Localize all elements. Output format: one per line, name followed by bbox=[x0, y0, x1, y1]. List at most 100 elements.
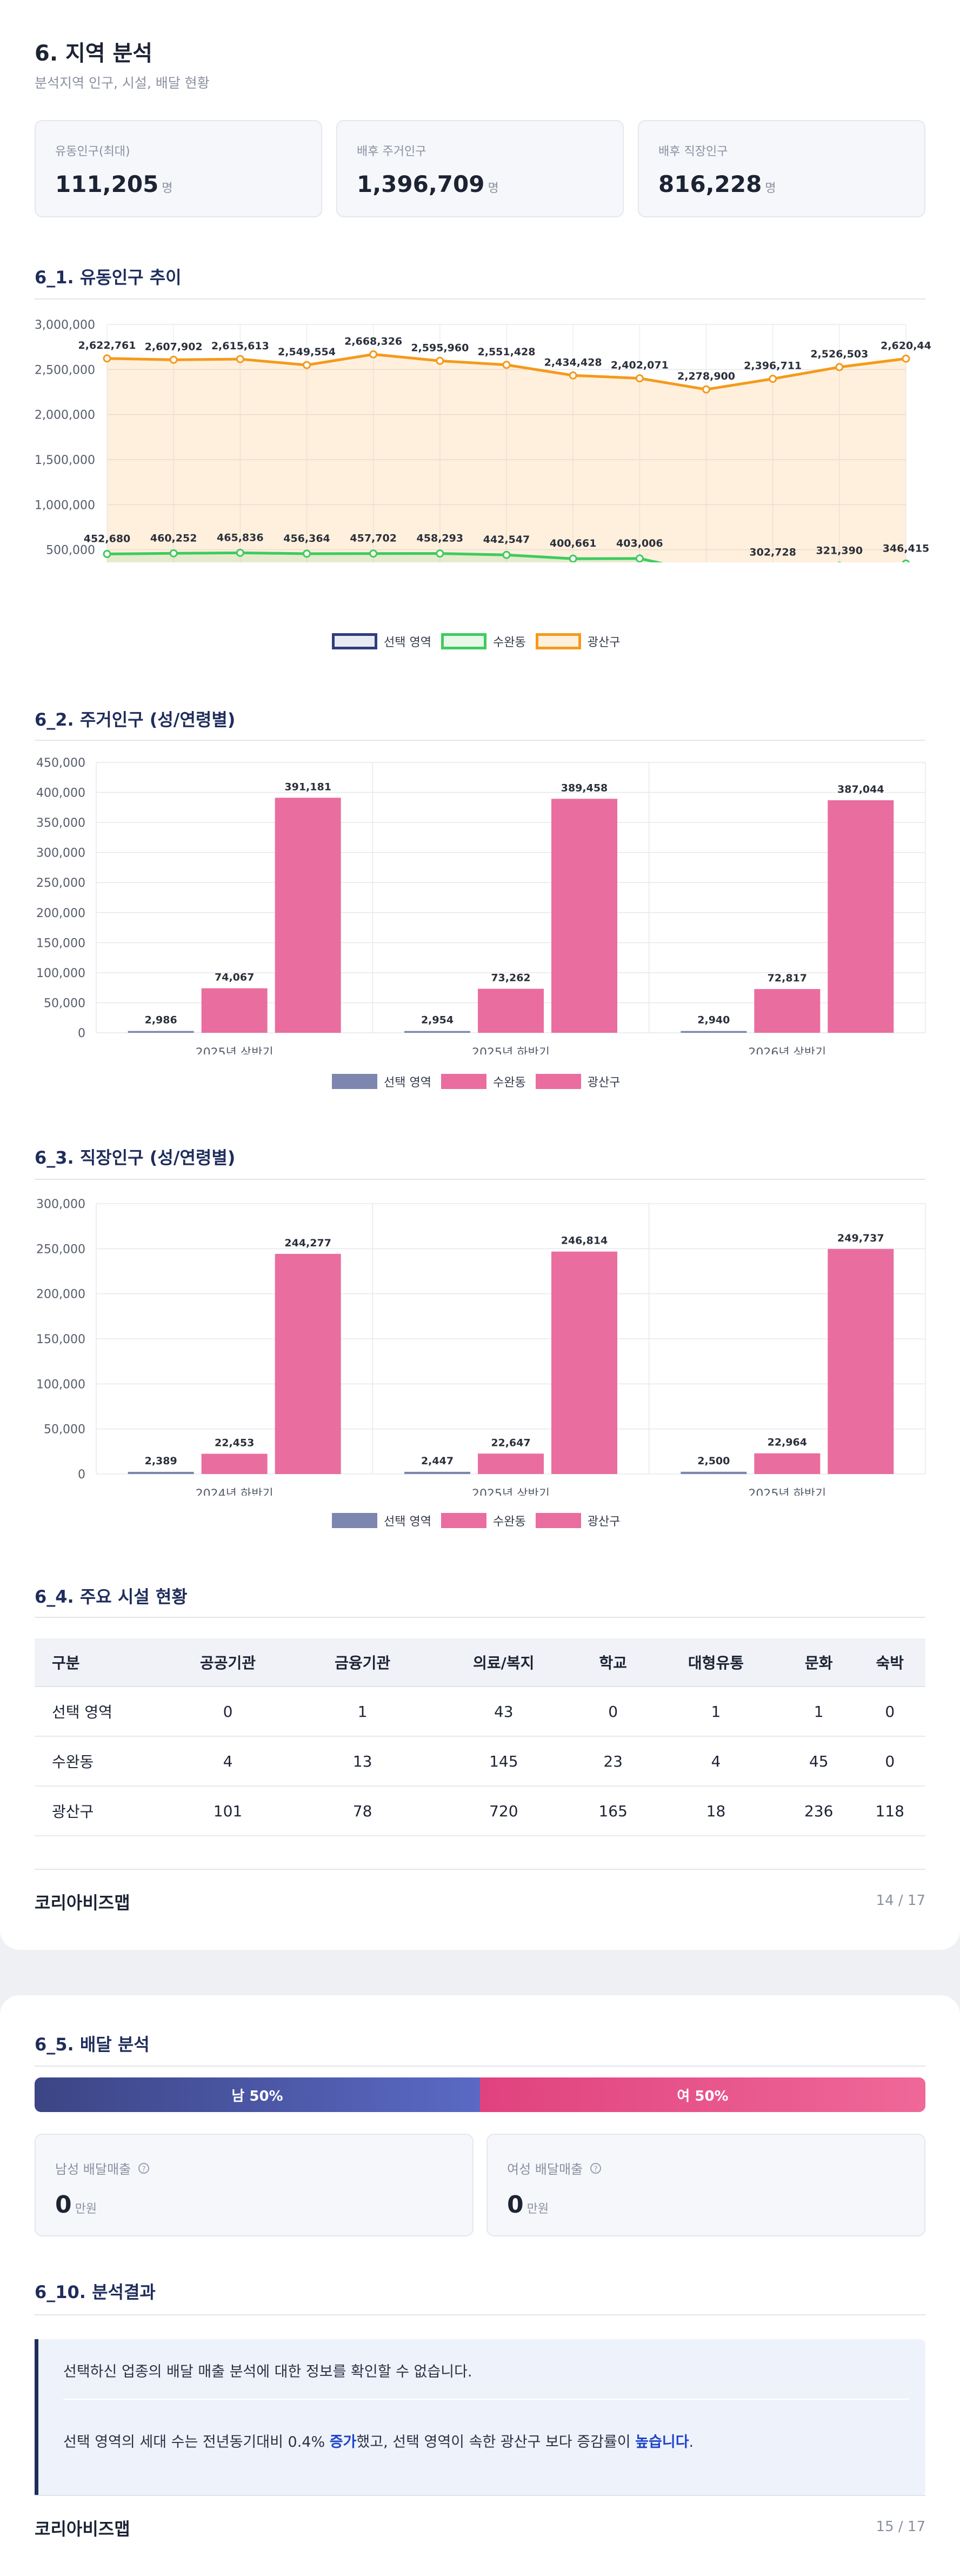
data-label: 2,396,711 bbox=[744, 360, 802, 372]
data-label: 457,702 bbox=[350, 533, 397, 545]
table-row: 선택 영역 0 1 43 0 1 1 0 bbox=[35, 1687, 925, 1737]
stat-label: 배후 직장인구 bbox=[658, 145, 728, 158]
male-sales-card: 남성 배달매출? 0 만원 bbox=[35, 2134, 474, 2236]
report-page-14: 6. 지역 분석 분석지역 인구, 시설, 배달 현황 유동인구(최대) 111… bbox=[0, 0, 960, 1950]
x-tick-label: 2025년 하반기 bbox=[748, 1488, 826, 1496]
table-cell: 78 bbox=[295, 1786, 430, 1836]
data-label: 2,620,44 bbox=[881, 340, 931, 351]
legend-item[interactable]: 광산구 bbox=[535, 633, 620, 650]
divider bbox=[35, 1179, 925, 1180]
data-label: 2,954 bbox=[421, 1014, 454, 1026]
y-tick-label: 3,000,000 bbox=[35, 318, 95, 332]
page-number: 14 / 17 bbox=[876, 1893, 925, 1909]
section-title-facilities: 6_4. 주요 시설 현황 bbox=[35, 1586, 188, 1607]
data-point bbox=[502, 361, 511, 369]
data-label: 465,836 bbox=[217, 532, 264, 543]
x-tick-label: 2025년 상반기 bbox=[472, 1488, 550, 1496]
bar bbox=[201, 988, 268, 1033]
residential-bar-chart: 0 50,000 100,000 150,000 200,000 250,000 300,0… bbox=[36, 756, 926, 1054]
data-label: 22,964 bbox=[768, 1437, 807, 1449]
data-point bbox=[569, 371, 577, 380]
data-point bbox=[635, 554, 644, 562]
divider bbox=[35, 1617, 925, 1618]
facilities-table: 구분 공공기관 금융기관 의료/복지 학교 대형유통 문화 숙박 선택 영역 0… bbox=[35, 1638, 925, 1836]
legend-item[interactable]: 광산구 bbox=[535, 1073, 620, 1090]
data-label: 387,044 bbox=[837, 784, 884, 795]
legend-item[interactable]: 수완동 bbox=[441, 633, 526, 650]
help-icon[interactable]: ? bbox=[138, 2162, 150, 2174]
data-label: 72,817 bbox=[768, 972, 807, 984]
column-header: 학교 bbox=[577, 1638, 649, 1687]
floating-population-line-chart: 0500,0001,000,0001,500,0002,000,0002,500… bbox=[35, 318, 931, 562]
legend-item[interactable]: 선택 영역 bbox=[332, 633, 431, 650]
x-tick-label: 2025년 하반기 bbox=[472, 1046, 550, 1054]
data-label: 22,647 bbox=[491, 1437, 530, 1449]
help-icon[interactable]: ? bbox=[590, 2162, 602, 2174]
data-label: 2,549,554 bbox=[278, 346, 336, 358]
y-tick-label: 100,000 bbox=[36, 967, 85, 980]
data-label: 2,595,960 bbox=[411, 342, 469, 354]
data-label: 246,814 bbox=[561, 1235, 608, 1247]
x-tick-label: 2025년 상반기 bbox=[196, 1046, 274, 1054]
data-label: 400,661 bbox=[550, 537, 597, 549]
chart1-legend: 선택 영역 수완동 광산구 bbox=[332, 633, 630, 650]
data-label: 302,728 bbox=[749, 547, 796, 559]
x-tick-label: 2026년 상반기 bbox=[748, 1046, 826, 1054]
bar bbox=[754, 989, 821, 1033]
bar bbox=[681, 1031, 747, 1033]
data-point bbox=[103, 354, 111, 363]
table-header-row: 구분 공공기관 금융기관 의료/복지 학교 대형유통 문화 숙박 bbox=[35, 1638, 925, 1687]
bar bbox=[275, 798, 341, 1033]
data-label: 249,737 bbox=[837, 1232, 884, 1244]
column-header: 의료/복지 bbox=[430, 1638, 578, 1687]
data-point bbox=[569, 554, 577, 562]
legend-item[interactable]: 수완동 bbox=[441, 1512, 526, 1529]
data-label: 2,500 bbox=[697, 1455, 730, 1467]
data-label: 2,402,071 bbox=[611, 360, 669, 371]
data-point bbox=[169, 355, 178, 364]
section-title-delivery: 6_5. 배달 분석 bbox=[35, 2034, 150, 2055]
page-number: 15 / 17 bbox=[876, 2519, 925, 2535]
data-label: 73,262 bbox=[491, 972, 530, 984]
legend-item[interactable]: 광산구 bbox=[535, 1512, 620, 1529]
data-label: 2,447 bbox=[421, 1455, 454, 1467]
column-header: 대형유통 bbox=[648, 1638, 783, 1687]
female-sales-value: 0 만원 bbox=[507, 2191, 549, 2219]
y-tick-label: 50,000 bbox=[44, 1423, 85, 1437]
data-point bbox=[502, 550, 511, 559]
legend-item[interactable]: 선택 영역 bbox=[332, 1073, 431, 1090]
section-title-residential: 6_2. 주거인구 (성/연령별) bbox=[35, 709, 236, 730]
y-tick-label: 200,000 bbox=[36, 907, 85, 920]
data-point bbox=[769, 375, 777, 383]
stat-card-residential: 배후 주거인구 1,396,709 명 bbox=[336, 120, 624, 217]
table-cell: 0 bbox=[854, 1687, 925, 1737]
y-tick-label: 250,000 bbox=[36, 877, 85, 890]
bar bbox=[404, 1471, 470, 1474]
table-cell: 광산구 bbox=[35, 1786, 161, 1836]
bar bbox=[828, 1249, 894, 1474]
data-point bbox=[902, 559, 910, 562]
bar bbox=[551, 1251, 617, 1474]
footer-brand: 코리아비즈맵 bbox=[35, 1893, 130, 1913]
legend-item[interactable]: 수완동 bbox=[441, 1073, 526, 1090]
analysis-result-box: 선택하신 업종의 배달 매출 분석에 대한 정보를 확인할 수 없습니다. 선택… bbox=[35, 2339, 925, 2496]
chart2-legend: 선택 영역 수완동 광산구 bbox=[332, 1073, 630, 1090]
legend-item[interactable]: 선택 영역 bbox=[332, 1512, 431, 1529]
y-tick-label: 150,000 bbox=[36, 937, 85, 950]
data-label: 2,622,761 bbox=[78, 340, 136, 351]
data-point bbox=[635, 374, 644, 383]
data-point bbox=[169, 549, 178, 557]
section-title-result: 6_10. 분석결과 bbox=[35, 2282, 156, 2302]
table-cell: 1 bbox=[295, 1687, 430, 1737]
column-header: 숙박 bbox=[854, 1638, 925, 1687]
data-point bbox=[236, 355, 244, 363]
y-tick-label: 250,000 bbox=[36, 1243, 85, 1256]
data-label: 2,551,428 bbox=[478, 346, 536, 358]
stat-value: 111,205 명 bbox=[55, 171, 173, 197]
data-point bbox=[702, 385, 710, 394]
table-cell: 145 bbox=[430, 1736, 578, 1787]
stat-value: 1,396,709 명 bbox=[357, 171, 499, 197]
female-sales-label: 여성 배달매출? bbox=[507, 2159, 602, 2177]
data-label: 442,547 bbox=[483, 534, 530, 546]
table-cell: 선택 영역 bbox=[35, 1687, 161, 1737]
